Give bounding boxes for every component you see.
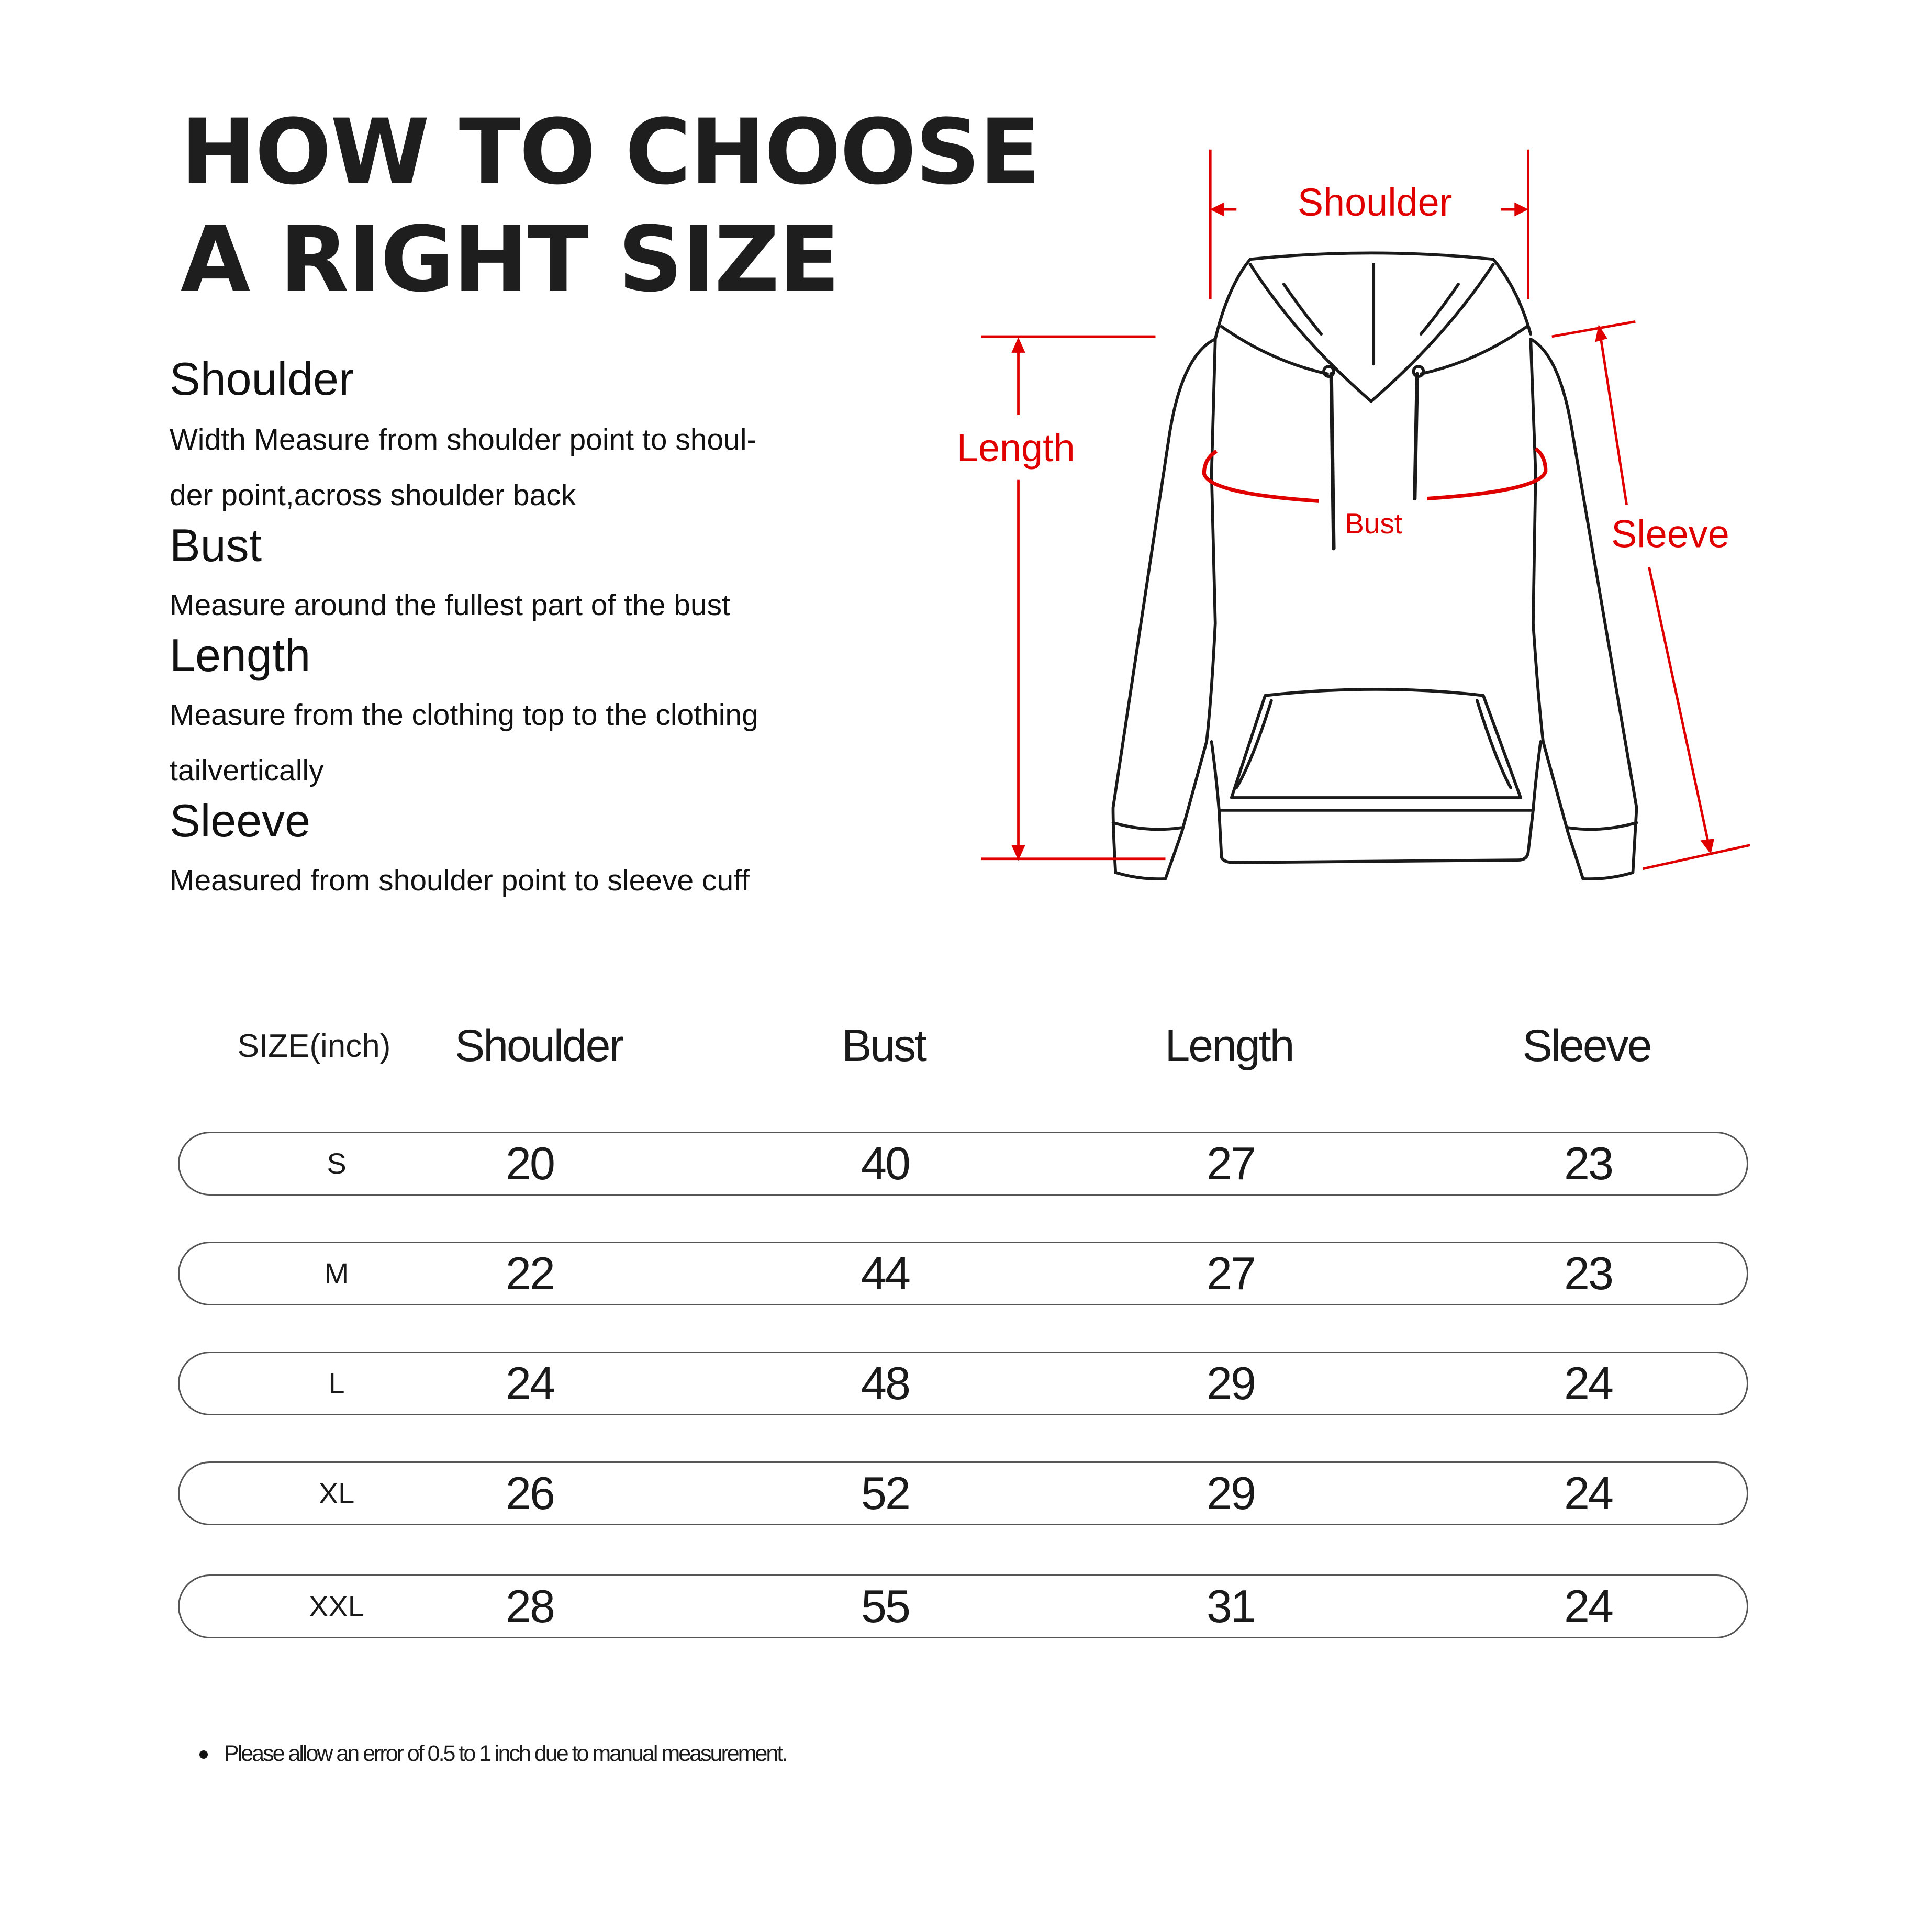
guide-heading-bust: Bust [170,519,262,571]
cell-bust: 52 [861,1467,911,1519]
cell-bust: 40 [861,1137,911,1189]
table-row: M 22 44 27 23 [178,1242,1748,1305]
label-length: Length [957,426,1075,470]
cell-length: 29 [1207,1467,1256,1519]
cell-sleeve: 24 [1564,1580,1614,1632]
cell-size: S [327,1147,347,1180]
table-row: XL 26 52 29 24 [178,1461,1748,1525]
header-length: Length [1165,1021,1294,1071]
cell-length: 29 [1207,1357,1256,1409]
title-line-1: HOW TO CHOOSE [181,99,1041,205]
guide-text-shoulder-2: der point,across shoulder back [170,478,576,512]
cell-bust: 48 [861,1357,911,1409]
header-sleeve: Sleeve [1522,1021,1652,1071]
cell-size: L [328,1367,345,1400]
cell-size: XXL [309,1590,364,1623]
hoodie-outline [1111,251,1638,880]
guide-heading-shoulder: Shoulder [170,353,354,405]
cell-shoulder: 26 [506,1467,555,1519]
cell-bust: 44 [861,1247,911,1299]
table-row: XXL 28 55 31 24 [178,1574,1748,1638]
guide-text-length-1: Measure from the clothing top to the clo… [170,698,758,732]
table-row: S 20 40 27 23 [178,1132,1748,1196]
label-sleeve: Sleeve [1611,512,1729,555]
bullet-icon [199,1750,208,1759]
cell-sleeve: 24 [1564,1357,1614,1409]
guide-text-shoulder-1: Width Measure from shoulder point to sho… [170,423,757,456]
header-size: SIZE(inch) [237,1028,391,1064]
guide-text-bust: Measure around the fullest part of the b… [170,588,730,622]
guide-text-sleeve: Measured from shoulder point to sleeve c… [170,864,750,897]
cell-shoulder: 22 [506,1247,555,1299]
label-bust: Bust [1345,507,1402,540]
cell-length: 27 [1207,1137,1256,1189]
measure-lines [981,149,1750,870]
cell-sleeve: 23 [1564,1137,1614,1189]
header-shoulder: Shoulder [454,1021,624,1071]
cell-shoulder: 20 [506,1137,555,1189]
cell-shoulder: 24 [506,1357,555,1409]
cell-size: M [324,1257,349,1290]
cell-length: 27 [1207,1247,1256,1299]
cell-size: XL [318,1477,355,1510]
cell-length: 31 [1207,1580,1256,1632]
guide-text-length-2: tailvertically [170,754,324,787]
footnote: Please allow an error of 0.5 to 1 inch d… [224,1741,788,1766]
guide-heading-sleeve: Sleeve [170,795,311,846]
title-line-2: A RIGHT SIZE [181,207,840,312]
cell-bust: 55 [861,1580,911,1632]
guide-heading-length: Length [170,629,311,681]
label-shoulder: Shoulder [1298,181,1452,224]
cell-sleeve: 24 [1564,1467,1614,1519]
header-bust: Bust [841,1021,927,1071]
cell-sleeve: 23 [1564,1247,1614,1299]
table-row: L 24 48 29 24 [178,1352,1748,1415]
cell-shoulder: 28 [506,1580,555,1632]
